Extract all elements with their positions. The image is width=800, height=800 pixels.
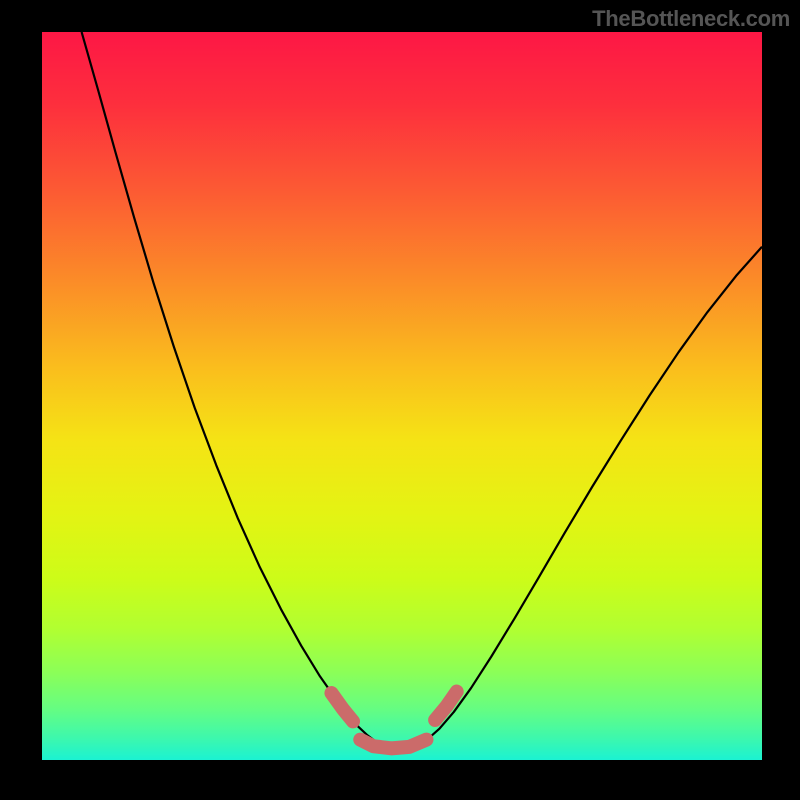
chart-container: TheBottleneck.com bbox=[0, 0, 800, 800]
plot-area bbox=[42, 32, 762, 760]
bottleneck-chart bbox=[42, 32, 762, 760]
watermark-text: TheBottleneck.com bbox=[592, 6, 790, 32]
